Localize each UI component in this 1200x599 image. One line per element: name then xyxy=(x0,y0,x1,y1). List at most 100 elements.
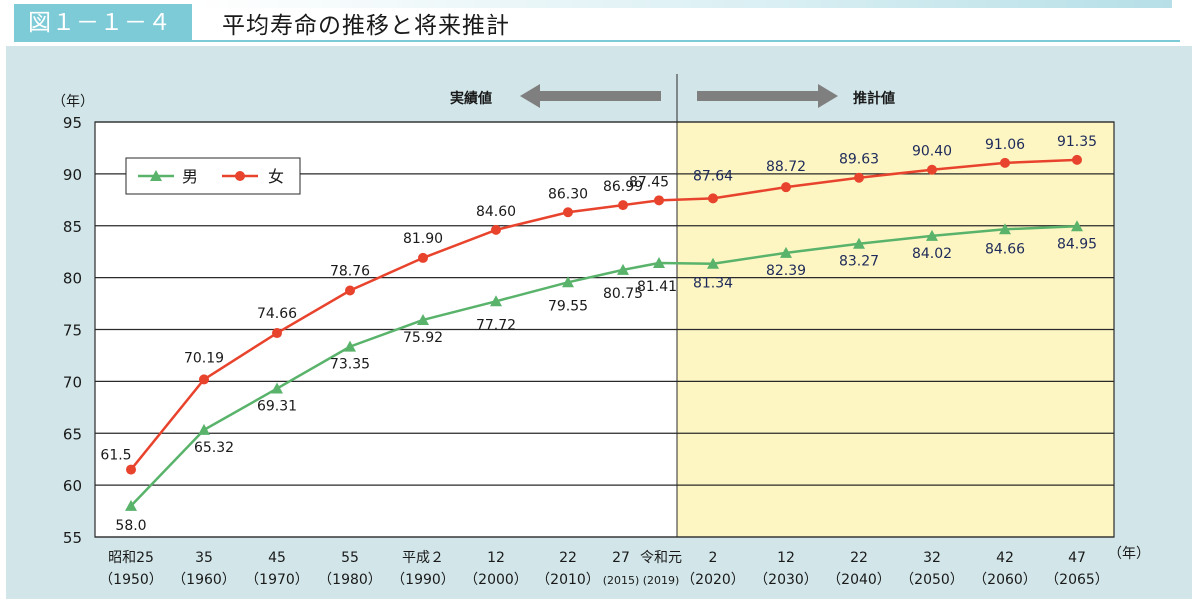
x-tick-label: 32 xyxy=(923,550,941,566)
legend-female-label: 女 xyxy=(268,167,284,186)
male-data-label: 84.66 xyxy=(985,241,1025,257)
male-point xyxy=(198,423,210,435)
x-tick-year-label: （2030） xyxy=(754,572,818,588)
figure-number: 図１－１－４ xyxy=(14,4,192,42)
female-data-label: 91.06 xyxy=(985,137,1025,153)
female-point xyxy=(563,207,573,218)
male-data-label: 80.75 xyxy=(603,286,643,302)
male-data-label: 83.27 xyxy=(839,254,879,270)
female-data-label: 89.63 xyxy=(839,152,879,168)
male-point xyxy=(926,229,938,241)
male-data-label: 84.02 xyxy=(912,246,952,262)
x-tick-year-label: （1980） xyxy=(318,572,382,588)
x-tick-label: 令和元 xyxy=(640,550,682,566)
female-point xyxy=(126,464,136,475)
male-point xyxy=(490,295,502,307)
figure-header: 図１－１－４ 平均寿命の推移と将来推計 xyxy=(0,0,1200,46)
male-data-label: 82.39 xyxy=(766,263,806,279)
female-data-label: 81.90 xyxy=(403,231,443,247)
female-point xyxy=(781,182,791,193)
plot-border xyxy=(94,121,1115,538)
x-tick-label: 12 xyxy=(487,550,505,566)
male-point xyxy=(617,263,629,275)
y-tick-label: 85 xyxy=(63,218,82,236)
y-tick-label: 75 xyxy=(63,322,82,340)
female-data-label: 86.99 xyxy=(603,179,643,195)
female-point xyxy=(708,193,718,204)
x-tick-label: 2 xyxy=(709,550,718,566)
left-arrow-icon xyxy=(520,84,661,108)
y-tick-label: 80 xyxy=(63,270,82,288)
x-tick-label: 22 xyxy=(559,550,577,566)
female-point xyxy=(1072,154,1082,165)
female-point xyxy=(927,164,937,175)
male-point xyxy=(780,246,792,258)
x-tick-year-label: （2065） xyxy=(1045,572,1109,588)
y-axis-unit-label: （年） xyxy=(52,94,94,110)
x-tick-label: 35 xyxy=(195,550,213,566)
female-data-label: 87.45 xyxy=(629,174,669,190)
y-tick-label: 65 xyxy=(63,425,82,443)
legend-male-marker xyxy=(150,170,162,181)
x-tick-label: 55 xyxy=(341,550,359,566)
female-point xyxy=(854,172,864,183)
y-tick-label: 55 xyxy=(63,529,82,547)
x-tick-year-label: （2050） xyxy=(900,572,964,588)
actual-values-label: 実績値 xyxy=(450,90,492,107)
female-data-label: 87.64 xyxy=(693,168,733,184)
figure-title: 平均寿命の推移と将来推計 xyxy=(222,13,510,39)
y-tick-label: 60 xyxy=(63,477,82,495)
male-point xyxy=(707,257,719,269)
male-point xyxy=(1071,220,1083,232)
female-data-label: 84.60 xyxy=(476,204,516,220)
male-data-label: 81.41 xyxy=(637,279,677,295)
x-tick-label: 45 xyxy=(268,550,286,566)
x-tick-label: 昭和25 xyxy=(108,550,154,566)
legend-female-marker xyxy=(235,171,245,181)
female-point xyxy=(345,285,355,296)
x-tick-label: 27 xyxy=(612,550,630,566)
x-tick-year-label: （2020） xyxy=(681,572,745,588)
male-point xyxy=(853,237,865,249)
x-tick-year-label: （1960） xyxy=(172,572,236,588)
x-tick-label: 12 xyxy=(777,550,795,566)
male-point xyxy=(562,276,574,288)
female-point xyxy=(199,374,209,385)
x-tick-year-label: （1970） xyxy=(245,572,309,588)
x-tick-year-label: （1950） xyxy=(99,572,163,588)
male-point xyxy=(271,382,283,394)
male-point xyxy=(999,223,1011,235)
male-data-label: 73.35 xyxy=(330,357,370,373)
male-data-label: 69.31 xyxy=(257,399,297,415)
male-point xyxy=(417,313,429,325)
female-point xyxy=(618,200,628,211)
female-point xyxy=(491,224,501,235)
female-data-label: 70.19 xyxy=(184,350,224,366)
x-tick-year-label: (2015) xyxy=(603,574,640,587)
x-tick-year-label: （2060） xyxy=(973,572,1037,588)
male-point xyxy=(344,340,356,352)
y-tick-label: 70 xyxy=(63,373,82,391)
x-tick-label: 22 xyxy=(850,550,868,566)
x-tick-label: 42 xyxy=(996,550,1014,566)
y-tick-label: 95 xyxy=(63,114,82,132)
female-point xyxy=(1000,157,1010,168)
female-point xyxy=(654,195,664,206)
male-data-label: 75.92 xyxy=(403,330,443,346)
right-arrow-icon xyxy=(697,84,838,108)
female-point xyxy=(418,252,428,263)
female-data-label: 61.5 xyxy=(100,448,131,464)
male-point xyxy=(653,256,665,268)
female-data-label: 91.35 xyxy=(1057,134,1097,150)
female-data-label: 90.40 xyxy=(912,144,952,160)
x-tick-year-label: (2019) xyxy=(643,574,680,587)
x-tick-year-label: （1990） xyxy=(391,572,455,588)
female-point xyxy=(272,328,282,339)
male-data-label: 65.32 xyxy=(194,440,234,456)
x-axis-unit-label: （年） xyxy=(1108,546,1150,562)
female-data-label: 88.72 xyxy=(766,159,806,175)
female-data-label: 74.66 xyxy=(257,306,297,322)
x-tick-label: 平成２ xyxy=(402,550,444,566)
male-data-label: 84.95 xyxy=(1057,236,1097,252)
